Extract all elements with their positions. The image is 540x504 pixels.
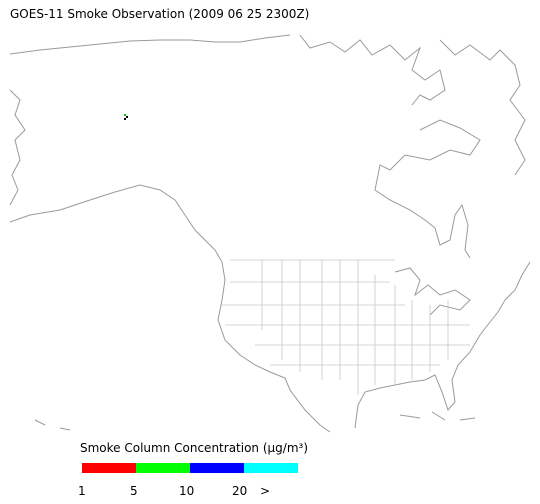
smoke-detection (124, 114, 128, 120)
legend-label: 5 (130, 484, 138, 498)
base-map (9, 34, 531, 433)
legend: 1 5 10 20 > (78, 463, 298, 498)
legend-label: > (260, 484, 270, 498)
legend-title: Smoke Column Concentration (μg/m³) (80, 441, 308, 455)
color-bin (136, 463, 190, 473)
legend-label: 10 (179, 484, 194, 498)
legend-label: 1 (78, 484, 86, 498)
legend-label: 20 (232, 484, 247, 498)
color-bin (82, 463, 136, 473)
color-bin (190, 463, 244, 473)
map-title: GOES-11 Smoke Observation (2009 06 25 23… (10, 7, 309, 21)
color-bin (244, 463, 298, 473)
